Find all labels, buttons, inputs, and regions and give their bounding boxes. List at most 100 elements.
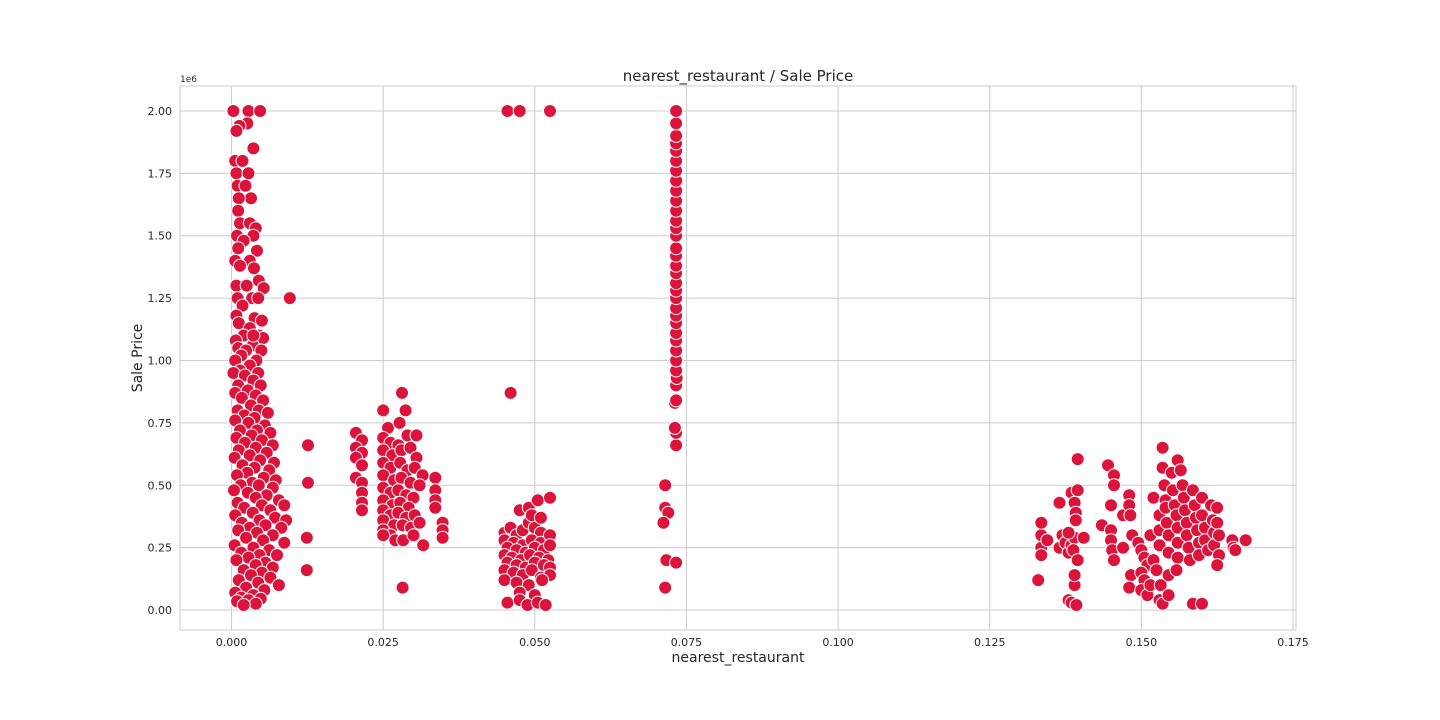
data-point bbox=[428, 500, 443, 515]
data-point bbox=[253, 104, 268, 118]
y-tick-labels: 0.00 0.25 0.50 0.75 1.00 1.25 1.50 1.75 2.00 bbox=[148, 105, 173, 617]
data-point bbox=[1228, 543, 1243, 558]
x-tick-label: 0.175 bbox=[1277, 636, 1309, 649]
data-point bbox=[1212, 528, 1226, 543]
data-point bbox=[235, 298, 250, 313]
y-axis-label: Sale Price bbox=[130, 324, 146, 393]
data-point bbox=[1155, 440, 1170, 455]
y-tick-label: 1.00 bbox=[148, 354, 173, 367]
data-point bbox=[241, 166, 256, 181]
data-point bbox=[395, 580, 410, 595]
data-point bbox=[260, 405, 275, 420]
data-point bbox=[1122, 580, 1137, 595]
data-point bbox=[239, 278, 254, 293]
data-point bbox=[543, 538, 557, 553]
y-tick-label: 1.50 bbox=[148, 230, 173, 243]
data-point bbox=[1116, 540, 1131, 555]
data-point bbox=[231, 203, 246, 218]
data-point bbox=[226, 366, 241, 380]
data-point bbox=[233, 258, 247, 273]
data-point bbox=[1070, 483, 1085, 498]
data-point bbox=[271, 578, 286, 593]
data-point bbox=[355, 458, 369, 473]
chart-title: nearest_restaurant / Sale Price bbox=[623, 67, 853, 86]
data-point bbox=[355, 503, 369, 518]
y-offset-label: 1e6 bbox=[180, 75, 197, 85]
data-point bbox=[248, 596, 263, 611]
data-point bbox=[669, 393, 684, 408]
data-point bbox=[1210, 515, 1225, 530]
data-point bbox=[1052, 495, 1067, 510]
data-point bbox=[669, 555, 684, 570]
data-point bbox=[282, 291, 297, 306]
data-point bbox=[500, 104, 515, 118]
y-tick-label: 1.75 bbox=[148, 167, 173, 180]
data-point bbox=[231, 191, 246, 206]
x-tick-label: 0.075 bbox=[671, 636, 703, 649]
data-point bbox=[1104, 498, 1118, 513]
data-point bbox=[428, 470, 443, 485]
data-point bbox=[667, 420, 682, 435]
data-point bbox=[669, 128, 684, 143]
data-point bbox=[231, 241, 246, 256]
data-point bbox=[246, 328, 261, 343]
data-point bbox=[1107, 553, 1121, 568]
data-point bbox=[1238, 533, 1253, 548]
data-point bbox=[376, 528, 391, 543]
data-point bbox=[412, 478, 427, 493]
plot-frame bbox=[179, 85, 1297, 631]
data-point bbox=[412, 515, 427, 530]
data-point bbox=[229, 553, 244, 568]
data-point bbox=[1061, 525, 1076, 540]
data-point bbox=[277, 498, 292, 513]
data-point bbox=[1185, 483, 1200, 498]
data-point bbox=[535, 573, 550, 588]
data-point bbox=[1034, 515, 1049, 530]
data-point bbox=[1040, 533, 1055, 548]
data-point bbox=[497, 573, 512, 588]
data-point bbox=[376, 403, 391, 418]
data-point bbox=[543, 104, 557, 118]
data-point bbox=[656, 515, 671, 530]
data-point bbox=[1173, 463, 1188, 478]
data-point bbox=[229, 123, 244, 138]
data-point bbox=[530, 493, 545, 508]
x-tick-label: 0.000 bbox=[216, 636, 248, 649]
x-tick-labels: 0.000 0.025 0.050 0.075 0.100 0.125 0.150 0.175 bbox=[216, 636, 1309, 649]
data-point bbox=[239, 530, 254, 545]
y-tick-label: 0.50 bbox=[148, 479, 173, 492]
data-point bbox=[524, 563, 539, 578]
data-point bbox=[227, 483, 241, 498]
data-point bbox=[1161, 588, 1176, 603]
data-point bbox=[301, 438, 315, 453]
data-point bbox=[1069, 598, 1084, 612]
data-point bbox=[299, 530, 314, 545]
data-point bbox=[533, 510, 548, 525]
data-point bbox=[301, 475, 315, 490]
data-point bbox=[669, 116, 684, 131]
data-point bbox=[1146, 490, 1161, 505]
data-point bbox=[277, 535, 292, 550]
data-point bbox=[236, 598, 251, 612]
data-point bbox=[247, 261, 261, 276]
x-tick-label: 0.125 bbox=[974, 636, 1006, 649]
data-point bbox=[1034, 548, 1049, 563]
data-point bbox=[1070, 553, 1085, 568]
data-point bbox=[406, 528, 421, 543]
x-axis-label: nearest_restaurant bbox=[672, 650, 805, 666]
x-tick-label: 0.050 bbox=[519, 636, 551, 649]
data-point bbox=[1210, 500, 1225, 515]
data-point bbox=[543, 490, 557, 505]
y-tick-label: 0.75 bbox=[148, 417, 173, 430]
data-point bbox=[1107, 478, 1121, 493]
data-point bbox=[658, 580, 673, 595]
data-point bbox=[1076, 530, 1091, 545]
data-point bbox=[669, 104, 684, 118]
data-points bbox=[226, 104, 1253, 612]
y-tick-label: 0.00 bbox=[148, 604, 173, 617]
data-point bbox=[250, 243, 264, 258]
data-point bbox=[244, 191, 258, 206]
y-tick-label: 0.25 bbox=[148, 542, 173, 555]
y-tick-label: 1.25 bbox=[148, 292, 173, 305]
